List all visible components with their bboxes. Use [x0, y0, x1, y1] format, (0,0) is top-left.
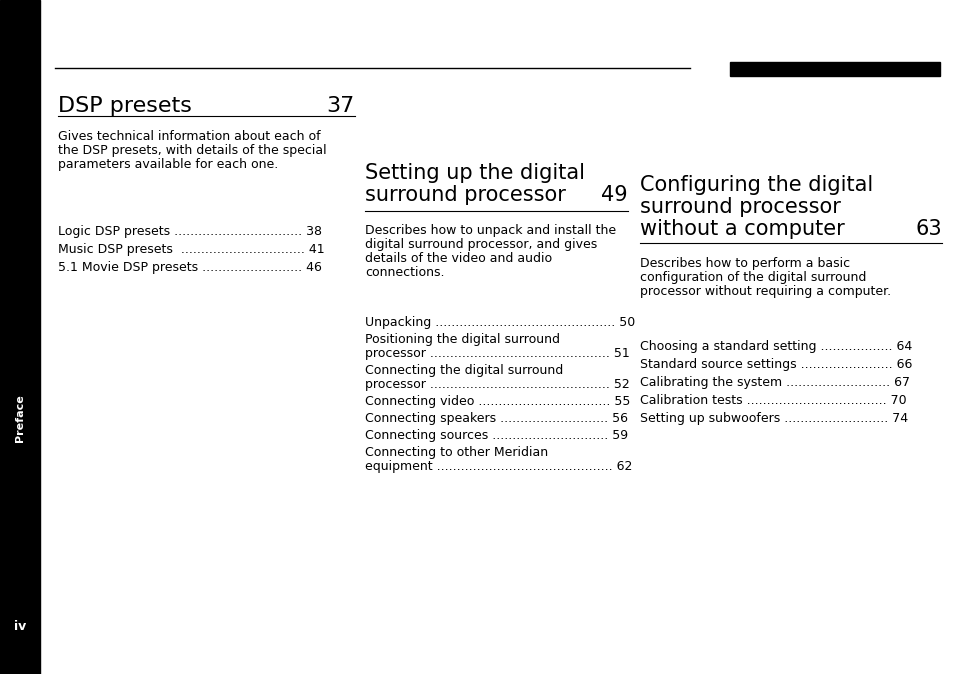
Text: iv: iv	[14, 620, 26, 634]
Text: configuration of the digital surround: configuration of the digital surround	[639, 271, 865, 284]
Text: details of the video and audio: details of the video and audio	[365, 252, 552, 265]
Text: Gives technical information about each of: Gives technical information about each o…	[58, 130, 320, 143]
Text: processor ............................................. 52: processor ..............................…	[365, 378, 629, 391]
Text: 49: 49	[600, 185, 627, 205]
Text: equipment ............................................ 62: equipment ..............................…	[365, 460, 632, 473]
Text: Calibrating the system .......................... 67: Calibrating the system .................…	[639, 376, 909, 389]
Text: Unpacking ............................................. 50: Unpacking ..............................…	[365, 316, 635, 329]
Bar	[0, 0, 40, 674]
Text: Connecting speakers ........................... 56: Connecting speakers ....................…	[365, 412, 627, 425]
Text: Positioning the digital surround: Positioning the digital surround	[365, 333, 559, 346]
Text: surround processor: surround processor	[365, 185, 565, 205]
Text: Connecting to other Meridian: Connecting to other Meridian	[365, 446, 548, 459]
Text: DSP presets: DSP presets	[58, 96, 192, 116]
Text: Calibration tests ................................... 70: Calibration tests ......................…	[639, 394, 905, 407]
Text: Choosing a standard setting .................. 64: Choosing a standard setting ............…	[639, 340, 911, 353]
Text: parameters available for each one.: parameters available for each one.	[58, 158, 278, 171]
Text: Setting up the digital: Setting up the digital	[365, 163, 584, 183]
Text: 5.1 Movie DSP presets ......................... 46: 5.1 Movie DSP presets ..................…	[58, 261, 321, 274]
Text: Describes how to perform a basic: Describes how to perform a basic	[639, 257, 849, 270]
Text: Configuring the digital: Configuring the digital	[639, 175, 872, 195]
Text: Describes how to unpack and install the: Describes how to unpack and install the	[365, 224, 616, 237]
Text: 37: 37	[327, 96, 355, 116]
Text: Connecting video ................................. 55: Connecting video .......................…	[365, 395, 630, 408]
Text: the DSP presets, with details of the special: the DSP presets, with details of the spe…	[58, 144, 326, 157]
Text: processor ............................................. 51: processor ..............................…	[365, 347, 629, 360]
Text: Logic DSP presets ................................ 38: Logic DSP presets ......................…	[58, 225, 322, 238]
Text: 63: 63	[915, 219, 941, 239]
Text: without a computer: without a computer	[639, 219, 843, 239]
Text: Connecting sources ............................. 59: Connecting sources .....................…	[365, 429, 627, 442]
Text: Setting up subwoofers .......................... 74: Setting up subwoofers ..................…	[639, 412, 907, 425]
Text: Music DSP presets  ............................... 41: Music DSP presets ......................…	[58, 243, 324, 256]
Text: connections.: connections.	[365, 266, 444, 279]
Text: Connecting the digital surround: Connecting the digital surround	[365, 364, 562, 377]
Text: Standard source settings ....................... 66: Standard source settings ...............…	[639, 358, 911, 371]
Text: surround processor: surround processor	[639, 197, 840, 217]
Text: processor without requiring a computer.: processor without requiring a computer.	[639, 285, 890, 298]
Bar	[729, 62, 939, 76]
Text: Preface: Preface	[15, 394, 25, 441]
Text: digital surround processor, and gives: digital surround processor, and gives	[365, 238, 597, 251]
